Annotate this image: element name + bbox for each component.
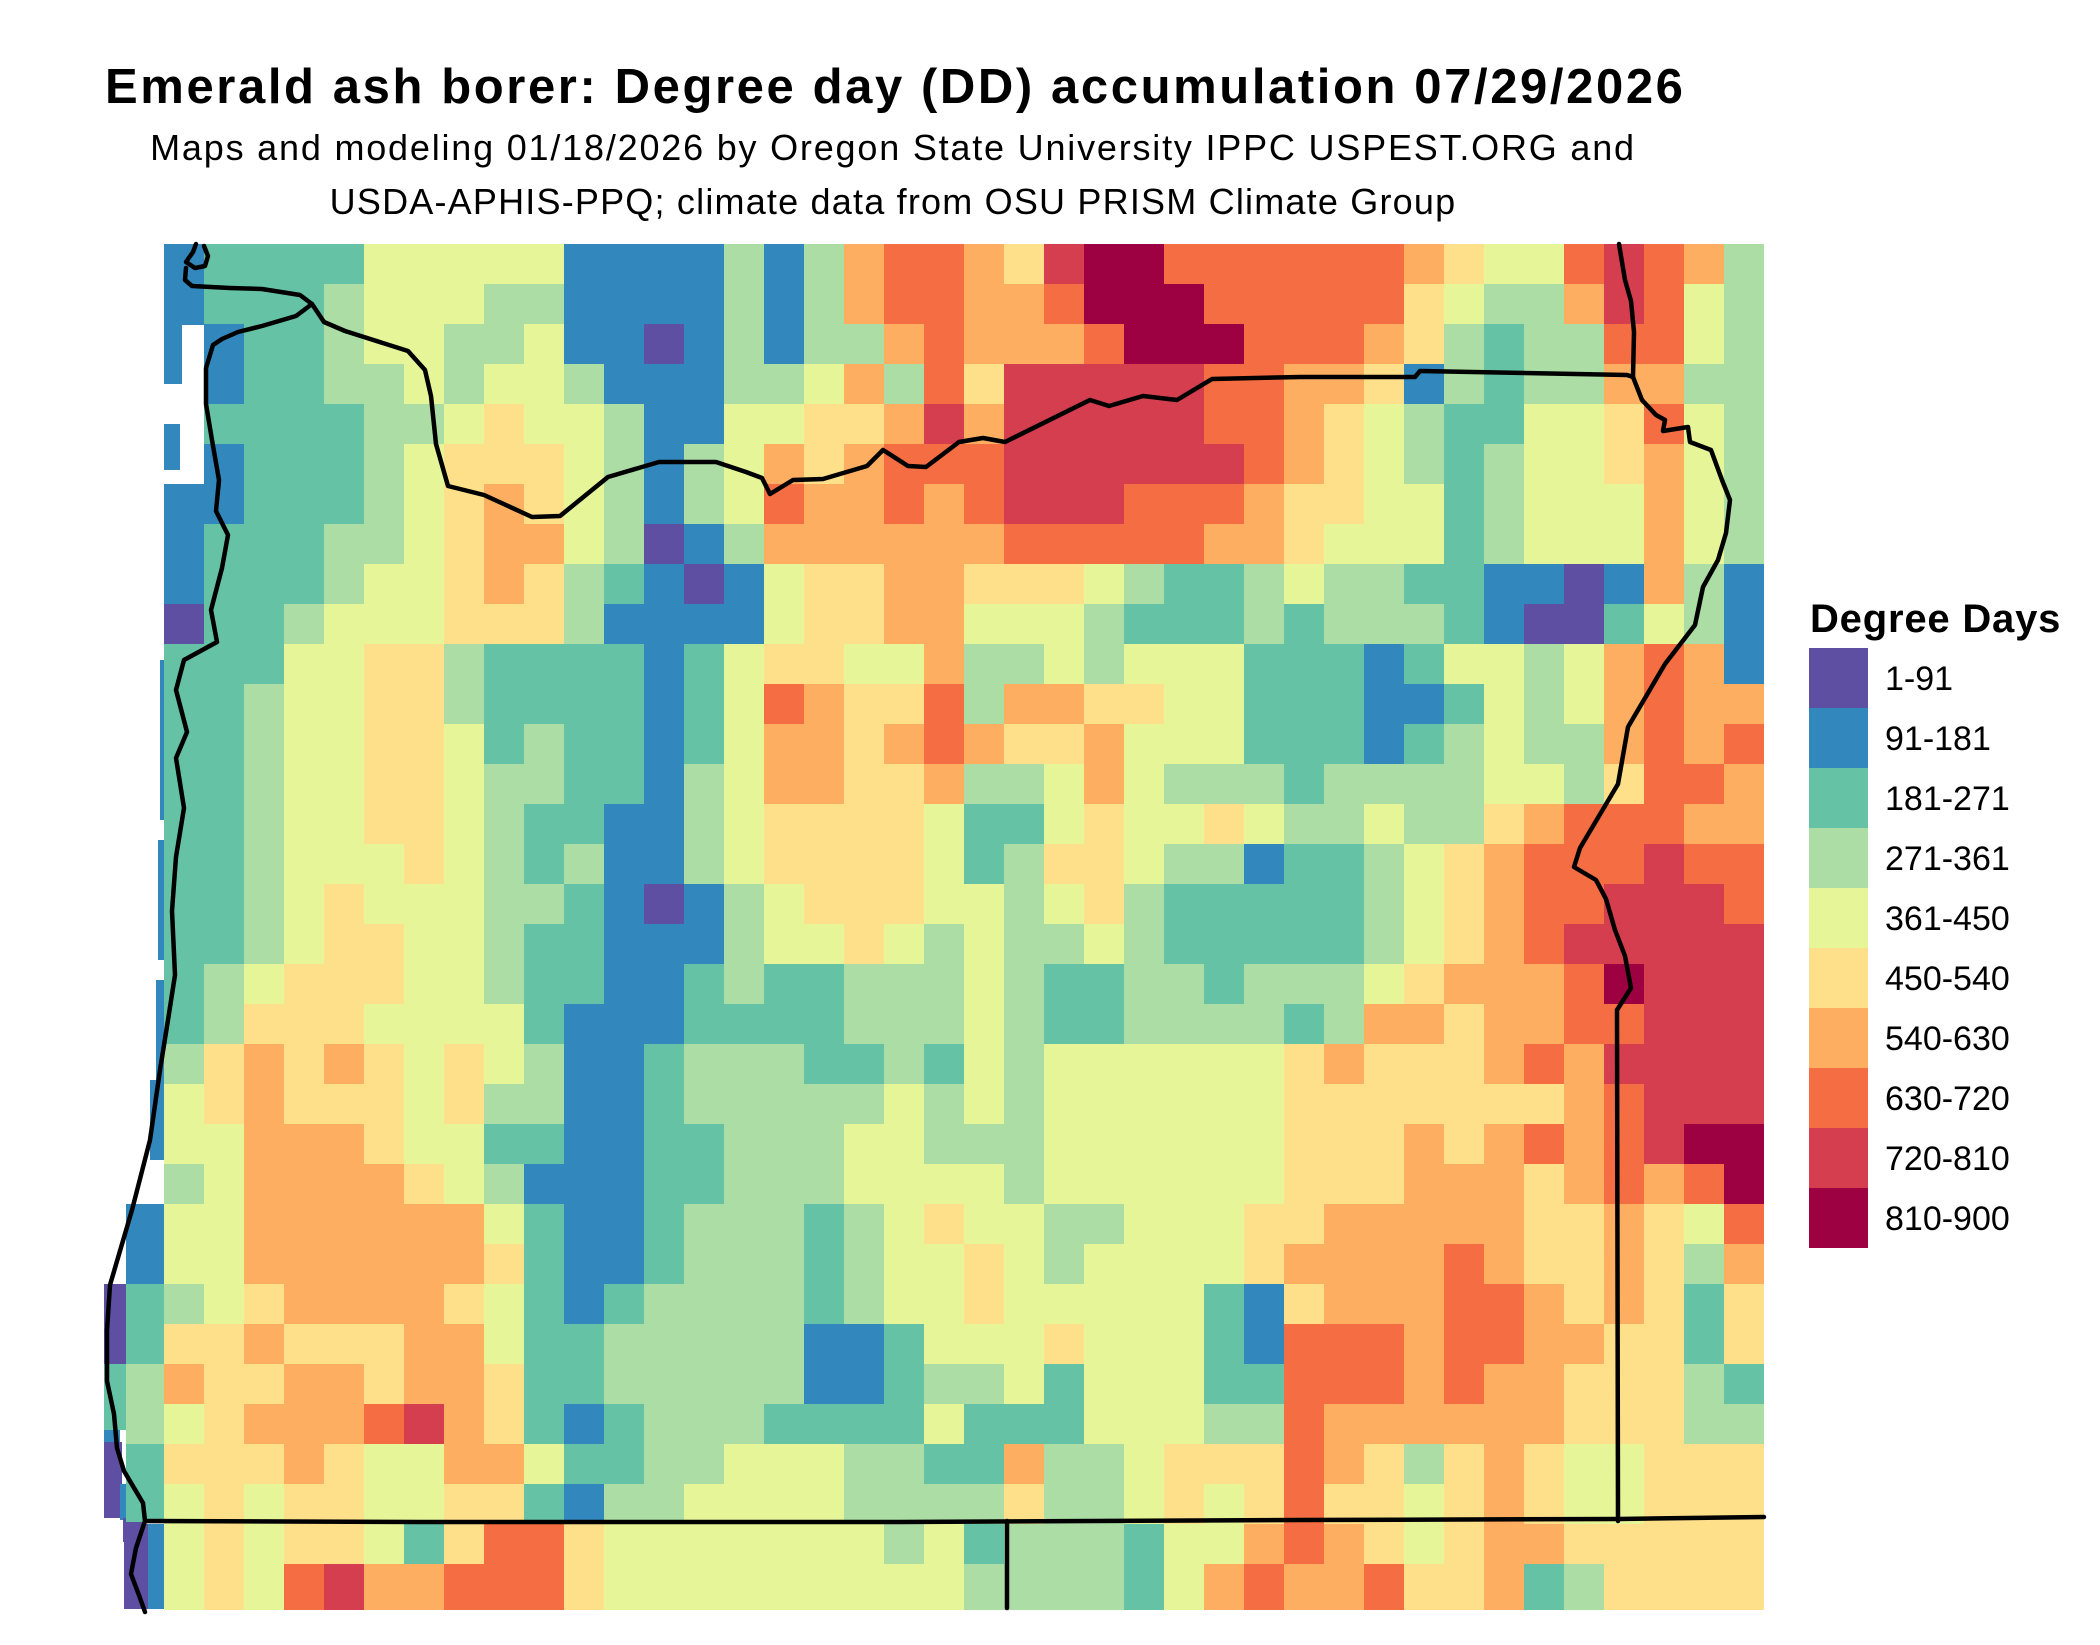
svg-text:810-900: 810-900 (1885, 1200, 2010, 1238)
svg-text:Maps and modeling 01/18/2026 b: Maps and modeling 01/18/2026 by Oregon S… (150, 127, 1636, 168)
svg-text:540-630: 540-630 (1885, 1020, 2010, 1058)
svg-text:181-271: 181-271 (1885, 780, 2010, 818)
svg-text:450-540: 450-540 (1885, 960, 2010, 998)
svg-text:361-450: 361-450 (1885, 900, 2010, 938)
svg-text:91-181: 91-181 (1885, 720, 1991, 758)
svg-text:271-361: 271-361 (1885, 840, 2010, 878)
svg-text:1-91: 1-91 (1885, 660, 1953, 698)
svg-text:Degree Days: Degree Days (1810, 597, 2061, 641)
svg-text:Emerald ash borer: Degree day: Emerald ash borer: Degree day (DD) accum… (105, 60, 1686, 114)
svg-text:720-810: 720-810 (1885, 1140, 2010, 1178)
svg-text:USDA-APHIS-PPQ; climate data f: USDA-APHIS-PPQ; climate data from OSU PR… (330, 181, 1457, 222)
svg-text:630-720: 630-720 (1885, 1080, 2010, 1118)
